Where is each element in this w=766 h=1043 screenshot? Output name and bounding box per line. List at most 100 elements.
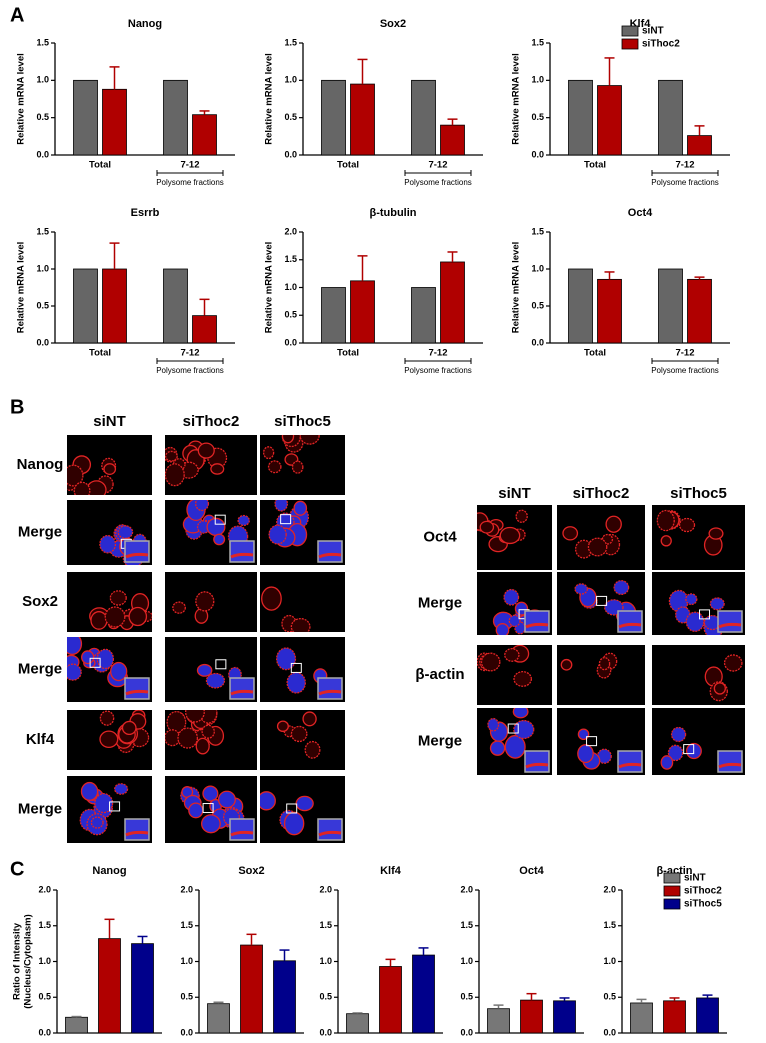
cell (104, 606, 126, 628)
micrograph (67, 637, 152, 702)
y-tick-label: 2.0 (460, 884, 473, 894)
y-tick-label: 0.0 (603, 1027, 616, 1037)
chart-title: Sox2 (238, 865, 264, 877)
y-tick-label: 0.5 (460, 992, 473, 1002)
error-bar (526, 992, 537, 1001)
inset (617, 750, 643, 773)
x-tick-label: 7-12 (180, 348, 199, 359)
roi (683, 744, 695, 755)
micrograph (557, 708, 645, 775)
cell (99, 710, 115, 726)
y-tick-label: 1.5 (36, 37, 49, 47)
bar (411, 79, 436, 156)
annotation: Polysome fractions (651, 366, 719, 375)
bar (379, 966, 402, 1034)
cell (67, 637, 83, 656)
cell (195, 737, 210, 755)
cell (195, 591, 215, 612)
micrograph (477, 505, 552, 570)
inset-signal (230, 689, 254, 696)
cell (90, 611, 108, 630)
error-bar (352, 1012, 363, 1014)
cell (114, 783, 129, 795)
roi (214, 514, 226, 525)
cells (165, 440, 228, 487)
cell (499, 526, 521, 545)
bar-chart: Nanog 0.0 0.5 1.0 1.5 Relative mRNA level Tota… (16, 18, 235, 187)
micrograph (165, 500, 257, 565)
inset (124, 677, 150, 700)
cells (268, 500, 310, 548)
cell (283, 811, 305, 836)
micrograph (557, 505, 645, 570)
cell (268, 524, 287, 545)
bar (98, 938, 121, 1034)
y-tick-label: 1.0 (531, 75, 544, 85)
chart-title: Klf4 (380, 865, 402, 877)
row-label: β-actin (415, 666, 464, 683)
micrograph (477, 572, 552, 635)
cell (512, 708, 529, 719)
error-bar (694, 276, 705, 280)
row-label: Oct4 (423, 528, 457, 545)
inset (524, 610, 550, 633)
micrograph (67, 435, 152, 495)
cells (477, 509, 528, 553)
cell (601, 533, 614, 545)
x-tick-label: 7-12 (428, 348, 447, 359)
micrograph (165, 435, 257, 495)
roi (286, 803, 298, 814)
annotation: Polysome fractions (156, 366, 224, 375)
y-tick-label: 1.5 (319, 920, 332, 930)
error-bar (447, 118, 458, 126)
error-bar (604, 271, 615, 280)
error-bar (604, 57, 615, 86)
inset-signal (230, 830, 254, 837)
column-header: siThoc5 (274, 413, 331, 430)
error-bar (493, 1004, 504, 1009)
bar (440, 261, 465, 344)
roi (89, 657, 101, 668)
x-tick-label: Total (89, 160, 111, 171)
x-tick-label: Total (89, 348, 111, 359)
roi (109, 801, 121, 812)
cell (708, 527, 724, 540)
error-bar (418, 947, 429, 956)
y-tick-label: 2.0 (603, 884, 616, 894)
chart-title: Sox2 (380, 18, 406, 30)
bar (240, 944, 263, 1034)
cell (90, 816, 104, 829)
legend-swatch (663, 885, 681, 897)
cells (180, 785, 245, 834)
cell (188, 802, 204, 819)
bar (687, 135, 712, 156)
bar (321, 79, 346, 156)
bar (412, 954, 435, 1034)
micrograph (67, 776, 152, 843)
inset-signal (125, 552, 149, 559)
cell (290, 617, 311, 632)
cell (513, 719, 535, 740)
cells (560, 652, 618, 679)
bar (350, 280, 375, 344)
inset-signal (230, 552, 254, 559)
cell (709, 597, 725, 611)
cell (275, 647, 297, 671)
y-tick-label: 0.0 (531, 149, 544, 159)
micrograph (557, 645, 645, 705)
micrograph (165, 710, 257, 770)
x-tick-label: Total (337, 160, 359, 171)
y-tick-label: 2.0 (180, 884, 193, 894)
y-tick-label: 1.0 (284, 282, 297, 292)
cell (291, 460, 304, 474)
bar-chart: Oct4 0.0 0.5 1.0 1.5 Relative mRNA level Total… (511, 207, 730, 375)
x-tick-label: Total (584, 348, 606, 359)
error-bar (246, 933, 257, 946)
y-tick-label: 1.5 (603, 920, 616, 930)
inset (317, 677, 343, 700)
error-bar (559, 997, 570, 1001)
chart-title: β-tubulin (369, 207, 416, 219)
legend-swatch (621, 25, 639, 37)
